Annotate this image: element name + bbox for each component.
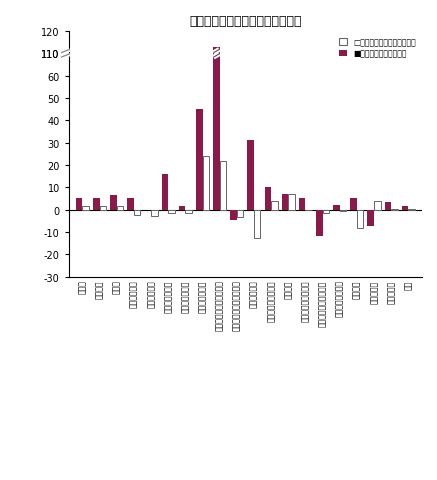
Bar [316,210,323,237]
Bar [128,199,134,210]
Bar [93,199,100,210]
Bar [110,196,117,210]
Legend: □前月比（季節調整済指数）, ■前年同月比（原指数）: □前月比（季節調整済指数）, ■前年同月比（原指数） [337,36,418,60]
Title: 業種別生産の前月比・前年同月比: 業種別生産の前月比・前年同月比 [189,15,302,28]
Bar [402,207,408,210]
Bar [340,210,346,211]
Bar [168,210,175,214]
Bar [237,210,243,218]
Bar [100,207,106,210]
Bar [134,210,140,216]
Bar [271,201,277,210]
Bar [374,201,381,210]
Bar [264,188,271,210]
Bar [282,194,288,210]
Bar [117,207,123,210]
Bar [333,206,340,210]
Bar [179,207,185,210]
Bar [83,207,89,210]
Bar [288,194,295,210]
Bar [213,48,220,210]
Bar [247,141,254,210]
Bar [408,209,415,210]
Bar [196,110,202,210]
Bar [254,210,260,238]
Bar [202,156,209,210]
Bar [151,210,158,217]
Bar [357,210,363,228]
Bar [368,210,374,227]
Bar [323,210,329,214]
Bar [162,175,168,210]
Bar [299,199,305,210]
Bar [220,161,226,210]
Bar [391,209,398,210]
Bar [76,199,83,210]
Bar [230,210,237,220]
Bar [350,199,357,210]
Bar [385,203,391,210]
Bar [185,210,192,214]
